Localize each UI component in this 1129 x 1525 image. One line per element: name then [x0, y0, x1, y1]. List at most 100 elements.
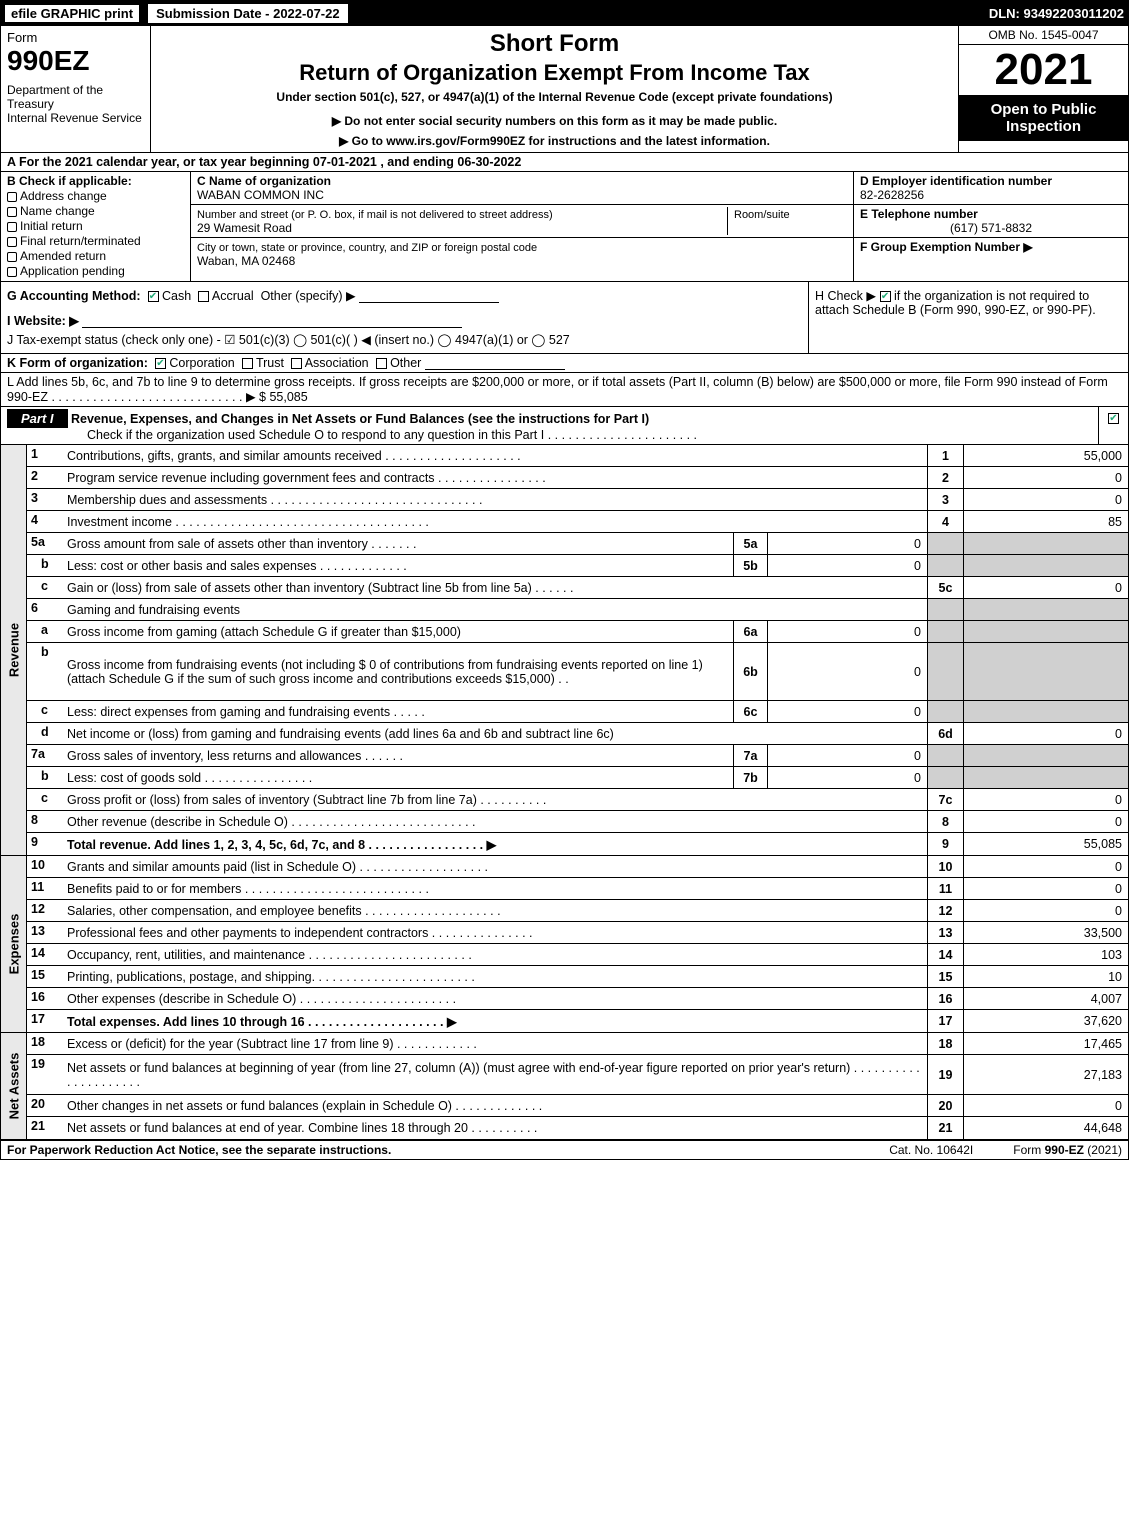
chk-other-org[interactable]: [376, 358, 387, 369]
room-suite: Room/suite: [727, 207, 847, 235]
line-12: 12Salaries, other compensation, and empl…: [27, 900, 1128, 922]
form-number: 990EZ: [7, 45, 144, 77]
line-14: 14Occupancy, rent, utilities, and mainte…: [27, 944, 1128, 966]
line-19: 19Net assets or fund balances at beginni…: [27, 1055, 1128, 1095]
line-7b: bLess: cost of goods sold . . . . . . . …: [27, 767, 1128, 789]
line-15: 15Printing, publications, postage, and s…: [27, 966, 1128, 988]
form-ref: Form 990-EZ (2021): [1013, 1143, 1122, 1157]
b-label: B Check if applicable:: [7, 174, 132, 188]
expenses-side-label: Expenses: [1, 856, 27, 1032]
line-11: 11Benefits paid to or for members . . . …: [27, 878, 1128, 900]
omb-number: OMB No. 1545-0047: [959, 26, 1128, 45]
org-city: Waban, MA 02468: [197, 254, 295, 268]
other-org-input[interactable]: [425, 358, 565, 370]
city-label: City or town, state or province, country…: [197, 242, 537, 254]
line-5a: 5aGross amount from sale of assets other…: [27, 533, 1128, 555]
d-ein: D Employer identification number 82-2628…: [854, 172, 1128, 205]
goto-link[interactable]: ▶ Go to www.irs.gov/Form990EZ for instru…: [159, 134, 950, 148]
other-specify-input[interactable]: [359, 291, 499, 303]
paperwork-notice: For Paperwork Reduction Act Notice, see …: [7, 1143, 849, 1157]
department: Department of the Treasury Internal Reve…: [7, 83, 144, 125]
chk-schedule-b[interactable]: [880, 291, 891, 302]
net-assets-section: Net Assets 18Excess or (deficit) for the…: [1, 1033, 1128, 1141]
chk-accrual[interactable]: [198, 291, 209, 302]
line-8: 8Other revenue (describe in Schedule O) …: [27, 811, 1128, 833]
ssn-warning: ▶ Do not enter social security numbers o…: [159, 114, 950, 128]
line-6a: aGross income from gaming (attach Schedu…: [27, 621, 1128, 643]
i-website-label: I Website: ▶: [7, 314, 79, 328]
chk-initial-return[interactable]: Initial return: [7, 219, 184, 233]
revenue-side-label: Revenue: [1, 445, 27, 855]
line-9: 9Total revenue. Add lines 1, 2, 3, 4, 5c…: [27, 833, 1128, 855]
chk-name-change[interactable]: Name change: [7, 204, 184, 218]
line-6d: dNet income or (loss) from gaming and fu…: [27, 723, 1128, 745]
part-i-tag: Part I: [7, 409, 68, 428]
col-b-check: B Check if applicable: Address change Na…: [1, 172, 191, 281]
expenses-section: Expenses 10Grants and similar amounts pa…: [1, 856, 1128, 1033]
cat-no: Cat. No. 10642I: [889, 1143, 973, 1157]
line-2: 2Program service revenue including gover…: [27, 467, 1128, 489]
line-5c: cGain or (loss) from sale of assets othe…: [27, 577, 1128, 599]
row-g-h: G Accounting Method: Cash Accrual Other …: [1, 282, 1128, 354]
chk-final-return[interactable]: Final return/terminated: [7, 234, 184, 248]
top-bar: efile GRAPHIC print Submission Date - 20…: [1, 1, 1128, 26]
col-g: G Accounting Method: Cash Accrual Other …: [1, 282, 808, 353]
under-section: Under section 501(c), 527, or 4947(a)(1)…: [159, 90, 950, 104]
org-street: 29 Wamesit Road: [197, 221, 292, 235]
chk-application-pending[interactable]: Application pending: [7, 264, 184, 278]
chk-association[interactable]: [291, 358, 302, 369]
line-7a: 7aGross sales of inventory, less returns…: [27, 745, 1128, 767]
j-tax-exempt: J Tax-exempt status (check only one) - ☑…: [7, 332, 802, 347]
chk-trust[interactable]: [242, 358, 253, 369]
line-6c: cLess: direct expenses from gaming and f…: [27, 701, 1128, 723]
dln: DLN: 93492203011202: [989, 6, 1124, 21]
line-17: 17Total expenses. Add lines 10 through 1…: [27, 1010, 1128, 1032]
street-label: Number and street (or P. O. box, if mail…: [197, 209, 553, 221]
org-name: WABAN COMMON INC: [197, 188, 324, 202]
line-13: 13Professional fees and other payments t…: [27, 922, 1128, 944]
chk-cash[interactable]: [148, 291, 159, 302]
form-title: Return of Organization Exempt From Incom…: [159, 60, 950, 86]
line-1: 1Contributions, gifts, grants, and simil…: [27, 445, 1128, 467]
header: Form 990EZ Department of the Treasury In…: [1, 26, 1128, 153]
efile-print-label[interactable]: efile GRAPHIC print: [5, 5, 139, 22]
row-k: K Form of organization: Corporation Trus…: [1, 354, 1128, 373]
line-4: 4Investment income . . . . . . . . . . .…: [27, 511, 1128, 533]
part-i-title: Revenue, Expenses, and Changes in Net As…: [71, 412, 649, 426]
short-form-title: Short Form: [159, 30, 950, 58]
g-label: G Accounting Method:: [7, 289, 141, 303]
netassets-side-label: Net Assets: [1, 1033, 27, 1139]
submission-date: Submission Date - 2022-07-22: [147, 3, 349, 24]
line-18: 18Excess or (deficit) for the year (Subt…: [27, 1033, 1128, 1055]
chk-corporation[interactable]: [155, 358, 166, 369]
part-i-sub: Check if the organization used Schedule …: [87, 428, 697, 442]
header-center: Short Form Return of Organization Exempt…: [151, 26, 958, 152]
form-990ez: efile GRAPHIC print Submission Date - 20…: [0, 0, 1129, 1160]
chk-schedule-o[interactable]: [1108, 413, 1119, 424]
line-6: 6Gaming and fundraising events: [27, 599, 1128, 621]
part-i-header: Part I Revenue, Expenses, and Changes in…: [1, 407, 1128, 445]
footer: For Paperwork Reduction Act Notice, see …: [1, 1141, 1128, 1159]
line-20: 20Other changes in net assets or fund ba…: [27, 1095, 1128, 1117]
col-d-e-f: D Employer identification number 82-2628…: [853, 172, 1128, 281]
row-a-tax-year: A For the 2021 calendar year, or tax yea…: [1, 153, 1128, 172]
col-h: H Check ▶ if the organization is not req…: [808, 282, 1128, 353]
form-word: Form: [7, 30, 144, 45]
row-l: L Add lines 5b, 6c, and 7b to line 9 to …: [1, 373, 1128, 407]
line-16: 16Other expenses (describe in Schedule O…: [27, 988, 1128, 1010]
chk-amended-return[interactable]: Amended return: [7, 249, 184, 263]
line-6b: bGross income from fundraising events (n…: [27, 643, 1128, 701]
revenue-section: Revenue 1Contributions, gifts, grants, a…: [1, 445, 1128, 856]
section-b-c-d-e-f: B Check if applicable: Address change Na…: [1, 172, 1128, 282]
line-10: 10Grants and similar amounts paid (list …: [27, 856, 1128, 878]
tax-year: 2021: [959, 45, 1128, 95]
e-phone: E Telephone number (617) 571-8832: [854, 205, 1128, 238]
chk-address-change[interactable]: Address change: [7, 189, 184, 203]
phone-value: (617) 571-8832: [860, 221, 1122, 235]
line-3: 3Membership dues and assessments . . . .…: [27, 489, 1128, 511]
ein-value: 82-2628256: [860, 188, 924, 202]
line-21: 21Net assets or fund balances at end of …: [27, 1117, 1128, 1139]
c-name-label: C Name of organization: [197, 174, 331, 188]
line-7c: cGross profit or (loss) from sales of in…: [27, 789, 1128, 811]
website-input[interactable]: [82, 316, 462, 328]
